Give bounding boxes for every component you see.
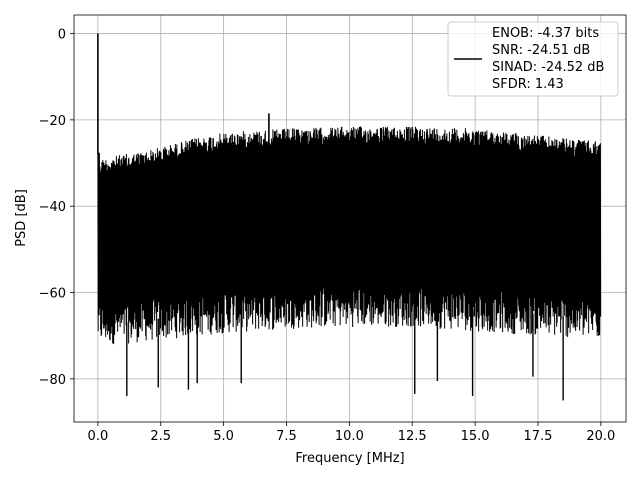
x-tick-label: 2.5 <box>150 429 171 444</box>
legend-sfdr: SFDR: 1.43 <box>492 77 564 92</box>
y-tick-label: −40 <box>39 200 66 215</box>
x-tick-label: 0.0 <box>88 429 109 444</box>
psd-series <box>97 33 602 401</box>
x-tick-label: 17.5 <box>524 429 553 444</box>
axis-ticks: 0.0 2.5 5.0 7.5 10.0 12.5 15.0 17.5 20.0 0 −20 −40 −… <box>39 28 616 444</box>
plot-frame <box>73 14 627 423</box>
x-tick-label: 10.0 <box>335 429 364 444</box>
y-axis-label: PSD [dB] <box>14 189 29 247</box>
y-tick-label: −80 <box>39 373 66 388</box>
legend-snr: SNR: -24.51 dB <box>492 43 590 58</box>
legend-box <box>447 21 619 97</box>
x-axis-label: Frequency [MHz] <box>295 451 404 466</box>
x-tick-label: 5.0 <box>213 429 234 444</box>
legend-enob: ENOB: -4.37 bits <box>492 26 599 41</box>
x-tick-label: 20.0 <box>586 429 615 444</box>
x-tick-label: 7.5 <box>276 429 297 444</box>
y-tick-label: 0 <box>58 28 66 43</box>
x-tick-label: 12.5 <box>398 429 427 444</box>
legend-sinad: SINAD: -24.52 dB <box>492 60 604 75</box>
y-tick-label: −60 <box>39 287 66 302</box>
x-tick-label: 15.0 <box>461 429 490 444</box>
legend: ENOB: -4.37 bits SNR: -24.51 dB SINAD: -… <box>447 21 619 97</box>
y-tick-label: −20 <box>39 114 66 129</box>
psd-line <box>97 126 602 345</box>
